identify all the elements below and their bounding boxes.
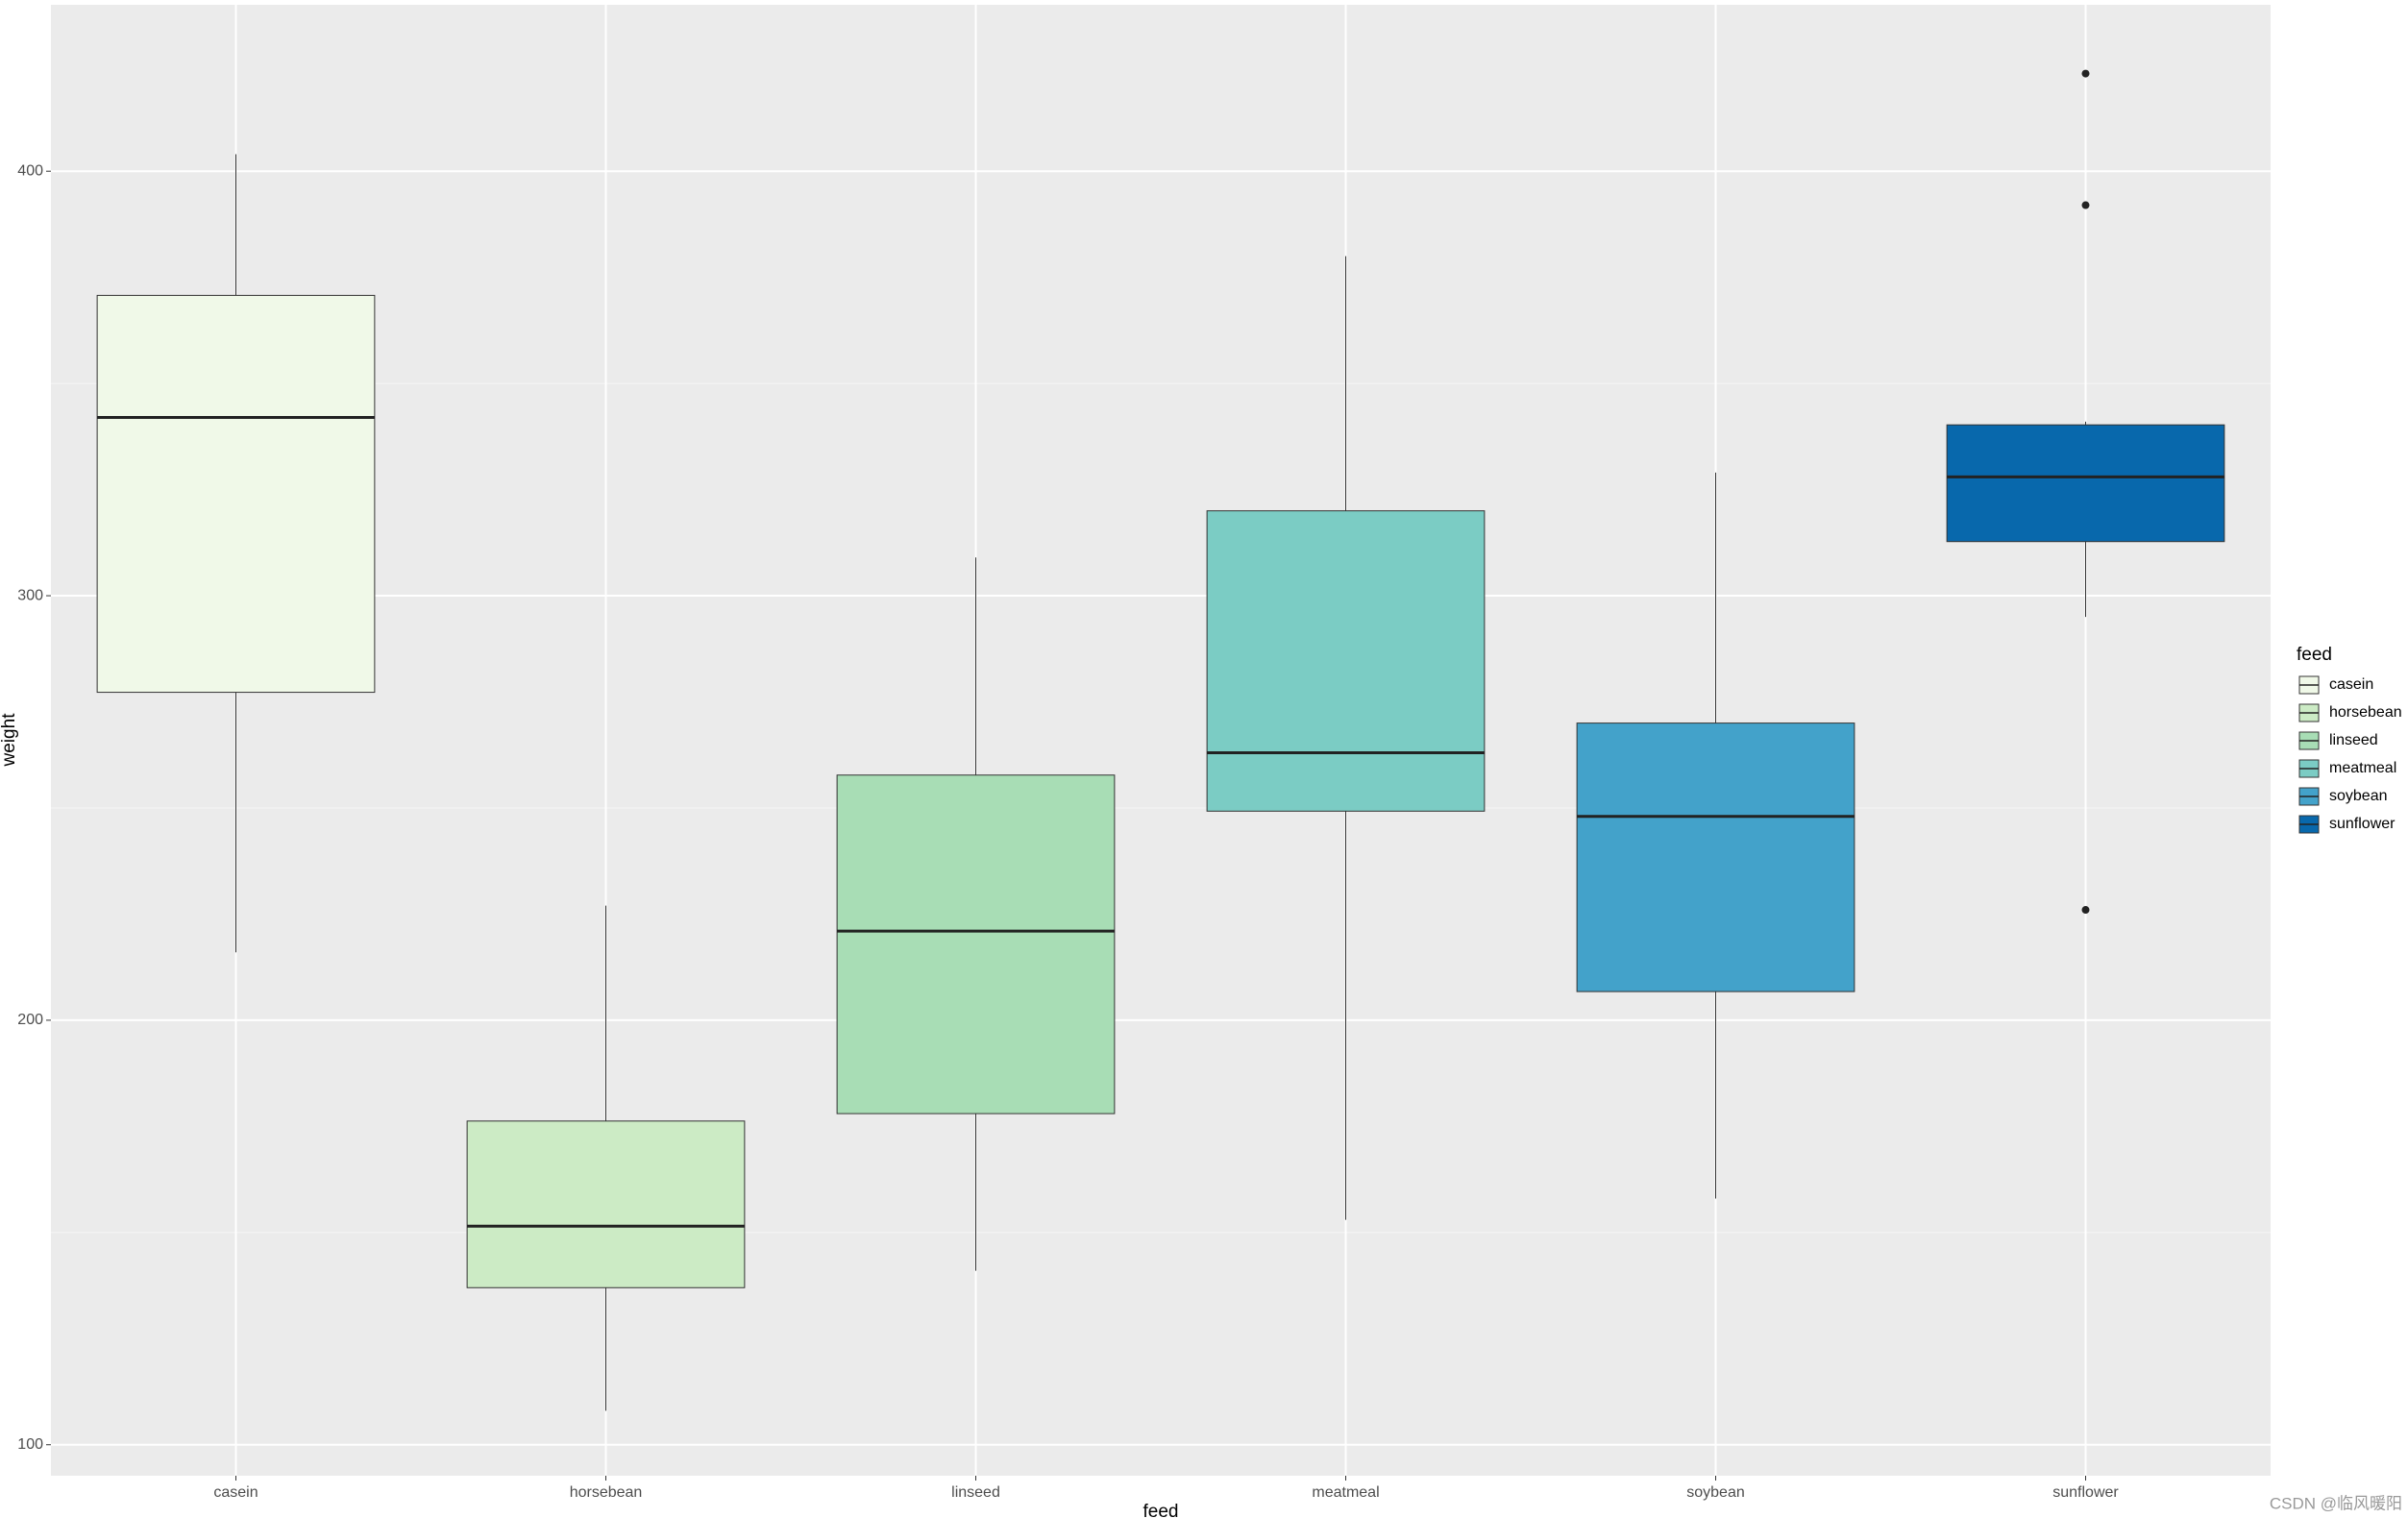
outlier <box>2081 201 2090 209</box>
legend-label: linseed <box>2329 732 2378 748</box>
x-tick-label: casein <box>213 1484 258 1501</box>
legend-title: feed <box>2297 645 2332 665</box>
watermark: CSDN @临风暖阳 <box>2270 1494 2402 1512</box>
x-tick-label: sunflower <box>2052 1484 2119 1501</box>
y-tick-label: 300 <box>17 587 43 603</box>
legend-label: horsebean <box>2329 704 2402 721</box>
outlier <box>2081 906 2090 915</box>
box <box>466 1120 746 1288</box>
x-tick-label: horsebean <box>570 1484 643 1501</box>
legend-label: casein <box>2329 676 2373 693</box>
outlier <box>2081 69 2090 78</box>
x-tick-label: soybean <box>1686 1484 1745 1501</box>
y-axis-title: weight <box>0 713 19 768</box>
box <box>1576 722 1855 992</box>
x-tick-label: meatmeal <box>1312 1484 1379 1501</box>
x-axis-title: feed <box>1143 1502 1179 1518</box>
y-tick-label: 100 <box>17 1436 43 1453</box>
box <box>1206 510 1486 812</box>
legend-label: soybean <box>2329 788 2388 804</box>
legend-label: sunflower <box>2329 816 2396 832</box>
box <box>836 774 1116 1114</box>
x-tick-label: linseed <box>951 1484 1000 1501</box>
box <box>1946 424 2225 543</box>
box <box>96 294 376 694</box>
panel <box>51 5 2271 1476</box>
legend-label: meatmeal <box>2329 760 2396 776</box>
y-tick-label: 400 <box>17 162 43 179</box>
y-tick-label: 200 <box>17 1012 43 1028</box>
